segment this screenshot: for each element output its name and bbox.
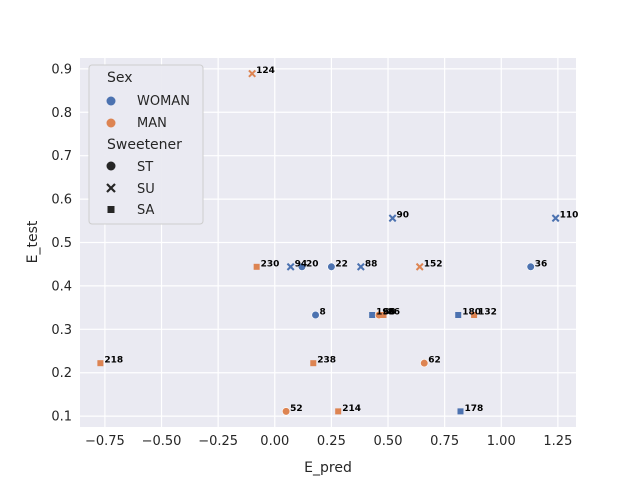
x-tick-label: 1.00: [487, 434, 516, 449]
y-axis-label: E_test: [25, 220, 41, 263]
point-label-62: 62: [428, 356, 441, 366]
data-point-86: [380, 311, 387, 318]
y-tick-label: 0.3: [51, 323, 72, 338]
point-label-20: 20: [306, 259, 319, 269]
grid-lines: [80, 58, 576, 427]
x-tick-label: 0.00: [260, 434, 289, 449]
legend-man-label: MAN: [137, 116, 167, 131]
data-point-214: [335, 408, 342, 415]
point-label-124: 124: [256, 66, 275, 76]
data-point-178: [457, 408, 464, 415]
point-label-218: 218: [104, 356, 123, 366]
data-point-132: [471, 311, 478, 318]
legend-st-label: ST: [137, 160, 153, 175]
data-point-88: [356, 262, 365, 271]
legend-hue-title: Sex: [107, 70, 133, 86]
legend-sa-label: SA: [137, 203, 154, 218]
data-point-238: [310, 360, 317, 367]
point-label-110: 110: [560, 211, 579, 221]
data-point-218: [97, 360, 104, 367]
data-point-36: [526, 262, 535, 271]
point-label-86: 86: [387, 307, 400, 317]
point-label-8: 8: [320, 307, 326, 317]
data-point-180: [455, 311, 462, 318]
x-tick-label: 1.25: [543, 434, 572, 449]
legend-woman-marker: [106, 96, 116, 106]
data-points: [97, 69, 560, 416]
x-axis-label: E_pred: [304, 460, 352, 476]
point-label-94: 94: [295, 259, 308, 269]
data-point-52: [282, 407, 291, 416]
x-tick-label: −0.50: [142, 434, 182, 449]
point-label-214: 214: [342, 404, 361, 414]
y-tick-label: 0.2: [51, 366, 72, 381]
point-label-152: 152: [424, 259, 443, 269]
data-point-20: [297, 262, 307, 271]
x-tick-label: 0.25: [317, 434, 346, 449]
x-tick-label: 0.50: [374, 434, 403, 449]
data-point-152: [415, 262, 424, 271]
point-label-22: 22: [335, 259, 348, 269]
y-tick-label: 0.8: [51, 106, 72, 121]
point-label-196: 196: [376, 307, 395, 317]
legend-su-label: SU: [137, 182, 155, 197]
y-tick-label: 0.9: [51, 62, 72, 77]
y-tick-label: 0.7: [51, 149, 72, 164]
data-point-196: [369, 311, 376, 318]
data-point-124: [248, 69, 257, 78]
y-tick-label: 0.4: [51, 279, 72, 294]
y-tick-label: 0.1: [51, 410, 72, 425]
point-label-178: 178: [464, 404, 483, 414]
legend-su-marker: [106, 183, 116, 193]
data-point-62: [420, 359, 429, 368]
y-tick-labels: 0.1 0.2 0.3 0.4 0.5 0.6 0.7 0.8 0.9: [51, 62, 72, 424]
legend-man-marker: [106, 118, 116, 128]
x-tick-label: −0.25: [198, 434, 238, 449]
data-point-110: [551, 214, 560, 223]
point-label-238: 238: [317, 356, 336, 366]
legend-woman-label: WOMAN: [137, 94, 190, 109]
data-point-90: [388, 214, 397, 223]
legend-st-marker: [106, 161, 116, 171]
y-tick-label: 0.5: [51, 236, 72, 251]
y-tick-label: 0.6: [51, 193, 72, 208]
legend-style-title: Sweetener: [107, 137, 182, 153]
x-tick-label: −0.75: [85, 434, 125, 449]
x-tick-label: 0.75: [430, 434, 459, 449]
point-label-36: 36: [535, 259, 548, 269]
data-point-94: [286, 262, 295, 271]
point-label-52: 52: [290, 404, 303, 414]
point-label-230: 230: [261, 259, 280, 269]
point-label-68: 68: [383, 307, 396, 317]
legend-box: [88, 64, 204, 225]
x-tick-labels: −0.75 −0.50 −0.25 0.00 0.25 0.50 0.75 1.00 1.25: [85, 434, 572, 449]
legend-sa-marker: [107, 206, 115, 213]
data-point-230: [253, 263, 260, 270]
legend: Sex WOMAN MAN Sweetener ST SU SA: [88, 64, 204, 225]
data-point-22: [327, 262, 336, 271]
data-point-8: [311, 310, 320, 320]
point-label-88: 88: [365, 259, 378, 269]
point-label-132: 132: [478, 307, 497, 317]
point-label-90: 90: [397, 211, 410, 221]
point-label-180: 180: [462, 307, 481, 317]
